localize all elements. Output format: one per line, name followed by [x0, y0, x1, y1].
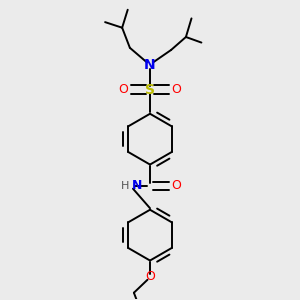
Text: S: S [145, 82, 155, 97]
Text: O: O [171, 179, 181, 192]
Text: N: N [132, 179, 142, 192]
Text: O: O [172, 83, 182, 96]
Text: O: O [145, 270, 155, 283]
Text: H: H [121, 181, 129, 190]
Text: O: O [118, 83, 128, 96]
Text: N: N [144, 58, 156, 72]
